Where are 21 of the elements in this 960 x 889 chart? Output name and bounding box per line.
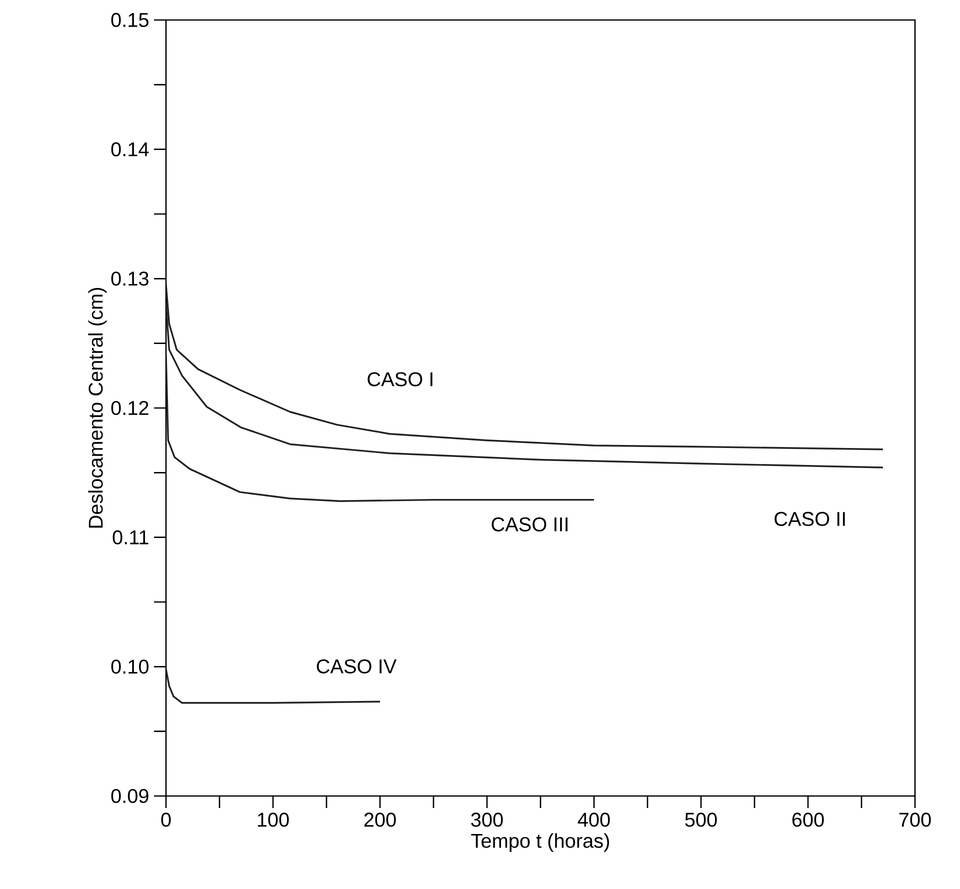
x-tick-label: 600 <box>792 812 824 827</box>
series-label: CASO IV <box>316 659 397 674</box>
x-tick-label: 400 <box>578 812 610 827</box>
series-label: CASO III <box>492 517 568 532</box>
y-tick-label: 0.13 <box>111 272 148 286</box>
x-tick-label: 300 <box>471 812 503 827</box>
y-tick-label: 0.10 <box>111 660 149 674</box>
text: CASO I <box>368 372 432 386</box>
x-tick-label: 0 <box>161 812 171 827</box>
y-tick-label: 0.11 <box>112 530 148 544</box>
y-tick-label: 0.15 <box>111 12 148 28</box>
y-tick-label: 0.12 <box>111 400 148 416</box>
x-tick-label: 100 <box>258 812 289 827</box>
x-tick-label: 500 <box>685 812 717 827</box>
text: CASO II <box>774 512 845 526</box>
y-axis-title: Deslocamento Central (cm) <box>88 288 107 528</box>
y-tick-label: 0.14 <box>111 142 149 156</box>
x-tick-label: 700 <box>899 812 931 827</box>
x-axis-title: Tempo t (horas) <box>471 833 609 852</box>
x-tick-label: 200 <box>364 812 396 827</box>
y-tick-label: 0.09 <box>111 788 148 804</box>
